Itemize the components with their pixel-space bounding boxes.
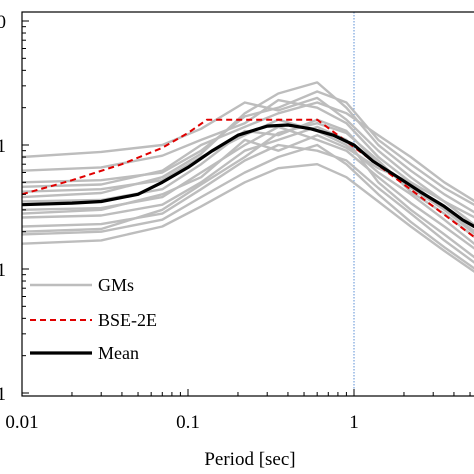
y-tick-label: 0 [0, 12, 6, 33]
gm-curve-10 [22, 163, 474, 273]
x-tick-label: 0.01 [5, 412, 38, 433]
gm-curve-9 [22, 143, 474, 270]
mean-curve [22, 123, 474, 229]
x-axis-label: Period [sec] [204, 449, 295, 470]
bse-2e-curve [22, 118, 474, 239]
gm-curve-13 [22, 134, 474, 219]
axis-ticks: 0.01 0.1 1 0 1 1 1 [0, 12, 471, 433]
legend-label: GMs [98, 275, 134, 295]
legend-label: BSE-2E [98, 310, 157, 330]
gm-curve-12 [22, 101, 474, 203]
legend-label: Mean [98, 343, 139, 363]
gm-curve-8 [22, 143, 474, 264]
gms-curves [22, 81, 474, 273]
legend: GMs BSE-2E Mean [30, 275, 157, 363]
x-tick-label: 1 [349, 412, 359, 433]
y-tick-label: 1 [0, 260, 6, 281]
x-tick-label: 0.1 [176, 412, 200, 433]
summary-curves [22, 118, 474, 239]
plot-frame [21, 11, 474, 397]
y-tick-label: 1 [0, 136, 6, 157]
gm-curve-7 [22, 125, 474, 259]
gm-curve-11 [22, 81, 474, 214]
gm-curve-2 [22, 98, 474, 233]
gm-curve-1 [22, 96, 474, 227]
y-tick-label: 1 [0, 384, 6, 405]
